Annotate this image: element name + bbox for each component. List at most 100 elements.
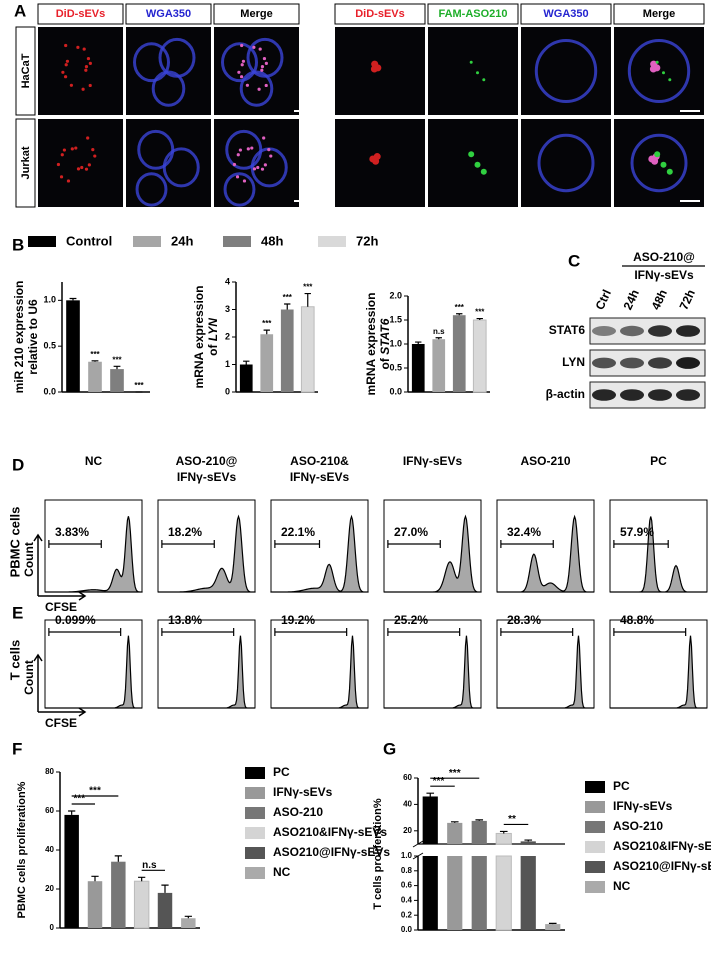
- y-tick-label: 0.6: [401, 881, 413, 890]
- aso-spot: [654, 151, 661, 158]
- y-axis-label: miR 210 expression: [12, 281, 26, 394]
- gate: [161, 628, 235, 636]
- y-tick-label: 0.0: [43, 386, 56, 396]
- micrograph: [614, 119, 704, 207]
- y-axis-label: of STAT6: [378, 318, 392, 369]
- vesicle: [61, 70, 65, 74]
- micrograph: [335, 119, 425, 207]
- aso-spot: [660, 161, 667, 168]
- vesicle: [260, 167, 265, 171]
- y-tick-label: 1.0: [43, 295, 56, 305]
- y-tick-label: 1.0: [389, 338, 402, 348]
- significance: ***: [112, 355, 122, 364]
- legend-label: PC: [613, 779, 630, 793]
- y-tick-label: 0.5: [43, 341, 56, 351]
- axis-label: CFSE: [45, 716, 77, 730]
- vesicle: [269, 154, 273, 158]
- legend-swatch: [245, 767, 265, 779]
- axis-label: Count: [22, 660, 36, 695]
- bar: [520, 841, 536, 844]
- bar: [495, 832, 512, 845]
- micrograph: [335, 27, 425, 115]
- bar: [432, 339, 446, 392]
- bar: [66, 300, 80, 392]
- legend-label: ASO210@IFNγ-sEVs: [273, 845, 390, 859]
- legend-swatch: [223, 236, 251, 247]
- significance: ***: [303, 283, 313, 292]
- histogram: [45, 516, 143, 593]
- gene-name: STAT6: [378, 318, 392, 355]
- vesicle: [59, 175, 64, 179]
- significance: ***: [283, 293, 293, 302]
- column-header: FAM-ASO210: [438, 8, 507, 20]
- gate: [500, 540, 554, 548]
- aso-spot: [668, 78, 672, 82]
- blot-band: [676, 389, 700, 401]
- legend-swatch: [585, 861, 605, 873]
- sample-title: ASO-210: [520, 454, 570, 468]
- membrane: [151, 70, 186, 107]
- vesicle: [262, 136, 266, 140]
- blot-band: [676, 357, 700, 369]
- header-box: [125, 3, 212, 25]
- error-bar: [435, 337, 442, 340]
- gate-percent: 48.8%: [620, 613, 654, 627]
- comparison-label: n.s: [142, 860, 157, 871]
- bar: [447, 856, 463, 930]
- row-label: PBMC cells: [7, 507, 22, 578]
- y-tick-label: 1: [225, 359, 230, 369]
- histogram: [271, 635, 368, 709]
- y-tick-label: 60: [403, 773, 412, 782]
- header-box: [334, 3, 426, 25]
- column-header: DiD-sEVs: [56, 8, 106, 20]
- header-box: [427, 3, 519, 25]
- vesicle: [76, 167, 81, 171]
- legend-swatch: [133, 236, 161, 247]
- gate: [161, 540, 215, 548]
- micrograph: [428, 119, 518, 207]
- vesicle: [237, 70, 241, 74]
- error-bar: [91, 875, 99, 882]
- histogram: [45, 635, 142, 709]
- bar: [300, 306, 315, 393]
- aso-spot: [482, 78, 486, 82]
- vesicle: [74, 146, 78, 150]
- gate: [387, 540, 441, 548]
- histogram: [158, 635, 255, 709]
- aso-spot: [474, 161, 481, 168]
- vesicle: [264, 83, 268, 88]
- gate-percent: 0.099%: [55, 613, 96, 627]
- membrane: [239, 70, 274, 107]
- legend-label: NC: [613, 879, 631, 893]
- legend-label: 72h: [356, 233, 378, 248]
- legend-swatch: [245, 847, 265, 859]
- legend-label: PC: [273, 765, 290, 779]
- panel-letter: E: [12, 603, 23, 622]
- membrane: [135, 172, 168, 207]
- gate-percent: 32.4%: [507, 525, 541, 539]
- protein-label: STAT6: [549, 323, 586, 337]
- y-tick-label: 0: [50, 923, 55, 932]
- sample-title: IFNγ-sEVs: [403, 454, 463, 468]
- bar: [181, 918, 196, 928]
- vesicle: [236, 153, 240, 157]
- vesicle: [241, 59, 246, 63]
- vesicle: [82, 47, 86, 51]
- vesicle: [66, 179, 71, 183]
- legend-label: ASO210&IFNγ-sEVs: [613, 839, 711, 853]
- membrane: [534, 39, 598, 103]
- axis-break: [412, 852, 424, 860]
- comparison-label: ***: [73, 794, 85, 805]
- scale-bar: [294, 110, 304, 112]
- vesicle: [91, 148, 95, 152]
- sample-title: PC: [650, 454, 667, 468]
- error-bar: [243, 360, 250, 365]
- histogram: [384, 635, 481, 709]
- error-bar: [415, 341, 422, 344]
- vesicle: [84, 68, 88, 72]
- y-tick-label: 20: [45, 884, 54, 893]
- vesicle: [76, 45, 80, 49]
- vesicle: [267, 148, 271, 152]
- bar: [452, 315, 466, 392]
- vesicle: [93, 154, 97, 158]
